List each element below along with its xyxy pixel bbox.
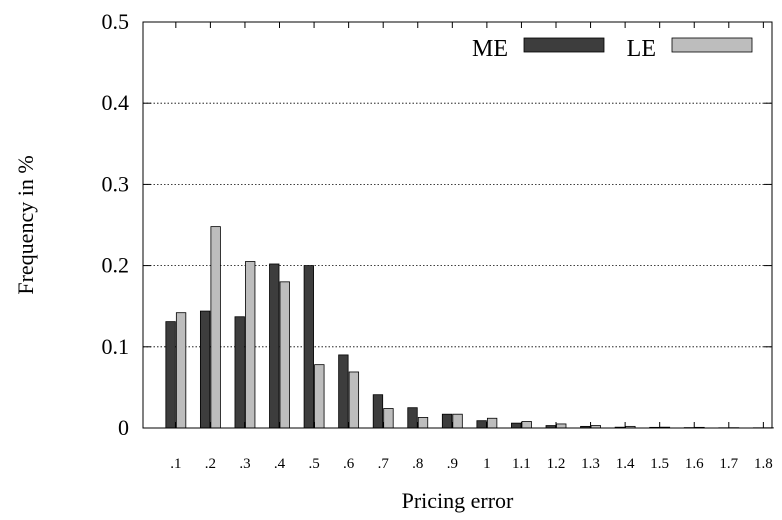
x-tick-label: .7 bbox=[378, 456, 390, 472]
bar-ME-.2 bbox=[199, 310, 211, 429]
bar-ME-.1 bbox=[165, 321, 176, 429]
bar-ME-.8 bbox=[407, 407, 418, 429]
bar-ME-.3 bbox=[234, 316, 245, 429]
x-axis: .1 .2 .3 .4 .5 .6 .7 .8 .9 1 1.1 1.2 1.3 1.4 1.5 1.6 1.7… bbox=[170, 22, 773, 472]
y-tick-label: 0.2 bbox=[102, 253, 130, 278]
y-axis-title: Frequency in % bbox=[13, 155, 38, 294]
bar-LE-.6 bbox=[348, 371, 360, 429]
bar-LE-.5 bbox=[314, 364, 325, 429]
x-axis-title: Pricing error bbox=[402, 488, 514, 513]
bar-LE-.7 bbox=[383, 408, 394, 429]
x-tick-label: 1.7 bbox=[719, 456, 738, 472]
bar-ME-.5 bbox=[303, 265, 314, 429]
x-tick-label: .3 bbox=[239, 456, 250, 472]
legend: ME LE bbox=[472, 36, 753, 62]
legend-swatch-LE bbox=[671, 37, 753, 53]
bar-ME-.6 bbox=[338, 354, 349, 429]
y-tick-label: 0.5 bbox=[102, 9, 130, 34]
x-tick-label: 1.8 bbox=[754, 456, 773, 472]
x-tick-label: .1 bbox=[170, 456, 181, 472]
y-tick-label: 0.4 bbox=[102, 90, 130, 115]
x-tick-label: .5 bbox=[308, 456, 319, 472]
y-tick-label: 0 bbox=[118, 415, 129, 440]
x-tick-label: 1.2 bbox=[547, 456, 566, 472]
plot-frame bbox=[142, 21, 773, 429]
bar-LE-.9 bbox=[452, 413, 463, 429]
x-tick-label: .4 bbox=[274, 456, 286, 472]
bar-ME-.4 bbox=[269, 263, 280, 429]
bar-ME-1 bbox=[476, 420, 487, 429]
bar-LE-.1 bbox=[175, 312, 187, 429]
bar-ME-.9 bbox=[441, 413, 453, 429]
bar-LE-.4 bbox=[279, 281, 290, 429]
x-tick-label: .6 bbox=[343, 456, 355, 472]
x-tick-label: .8 bbox=[412, 456, 423, 472]
y-tick-label: 0.3 bbox=[102, 171, 130, 196]
bar-LE-1.2 bbox=[556, 423, 567, 429]
x-tick-label: 1.5 bbox=[650, 456, 669, 472]
bars bbox=[165, 226, 774, 429]
x-tick-label: 1.6 bbox=[685, 456, 704, 472]
bar-LE-1 bbox=[486, 417, 498, 429]
legend-swatch-ME bbox=[523, 37, 605, 53]
x-tick-label: 1.3 bbox=[581, 456, 600, 472]
bar-LE-.3 bbox=[245, 261, 256, 429]
legend-label-ME: ME bbox=[472, 36, 508, 62]
legend-label-LE: LE bbox=[627, 36, 656, 62]
bar-LE-.8 bbox=[417, 417, 429, 429]
x-tick-label: .2 bbox=[205, 456, 216, 472]
x-tick-label: 1.1 bbox=[512, 456, 531, 472]
x-tick-label: .9 bbox=[447, 456, 458, 472]
bar-ME-.7 bbox=[372, 394, 384, 429]
bar-LE-1.1 bbox=[521, 421, 532, 429]
grid-lines bbox=[143, 102, 772, 348]
y-tick-label: 0.1 bbox=[102, 334, 130, 359]
x-tick-label: 1.4 bbox=[616, 456, 635, 472]
bar-ME-1.1 bbox=[511, 422, 522, 429]
y-axis: 0 0.1 0.2 0.3 0.4 0.5 bbox=[102, 9, 772, 440]
bar-LE-.2 bbox=[210, 226, 221, 429]
x-tick-label: 1 bbox=[483, 456, 491, 472]
